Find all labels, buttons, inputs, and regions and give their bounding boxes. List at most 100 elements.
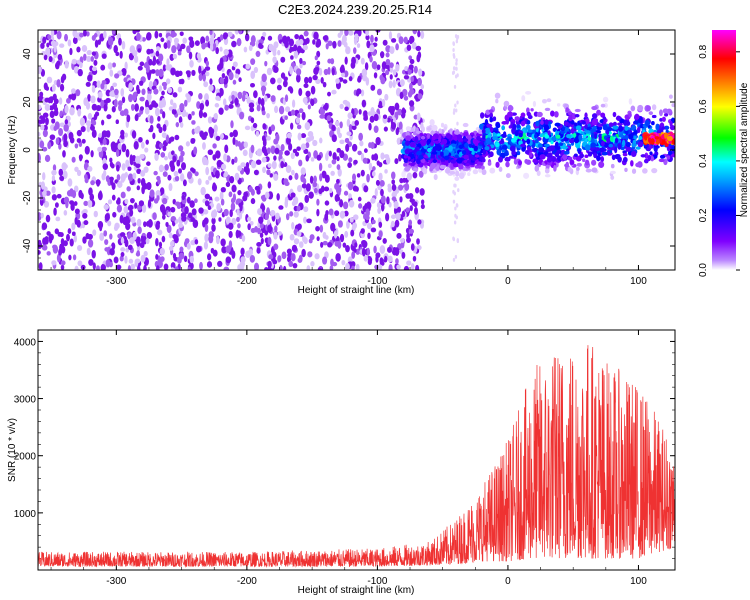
heatmap-cell — [70, 88, 76, 94]
heatmap-cell — [268, 43, 274, 52]
heatmap-cell — [471, 157, 477, 161]
heatmap-cell — [316, 208, 320, 217]
heatmap-cell — [324, 251, 329, 259]
heatmap-cell — [637, 104, 644, 112]
heatmap-cell — [205, 35, 210, 42]
heatmap-cell — [298, 241, 304, 248]
heatmap-cell — [289, 233, 295, 241]
heatmap-cell — [381, 98, 386, 108]
heatmap-cell — [100, 264, 106, 270]
heatmap-cell — [144, 99, 149, 109]
heatmap-cell — [254, 262, 260, 270]
heatmap-cell — [410, 263, 415, 270]
heatmap-cell — [257, 97, 262, 105]
heatmap-cell — [515, 116, 520, 122]
heatmap-cell — [325, 210, 329, 216]
heatmap-cell — [155, 69, 160, 77]
heatmap-cell — [305, 137, 312, 143]
heatmap-cell — [270, 145, 276, 155]
heatmap-cell — [407, 91, 413, 98]
heatmap-cell — [606, 137, 611, 144]
heatmap-cell — [199, 261, 203, 270]
heatmap-cell — [249, 254, 256, 263]
heatmap-cell — [298, 159, 303, 167]
heatmap-cell — [162, 214, 166, 220]
heatmap-cell — [361, 99, 367, 108]
heatmap-cell — [236, 38, 242, 47]
heatmap-cell — [410, 243, 415, 251]
heatmap-cell — [375, 30, 381, 33]
heatmap-cell — [454, 254, 458, 259]
heatmap-cell — [455, 58, 458, 63]
heatmap-cell — [495, 142, 500, 147]
spectrogram-y-tick-label: -20 — [22, 190, 33, 205]
heatmap-cell — [154, 30, 159, 39]
heatmap-cell — [202, 73, 206, 82]
heatmap-cell — [132, 92, 137, 102]
heatmap-cell — [190, 262, 194, 270]
spectrogram-x-tick-label: 100 — [630, 276, 647, 287]
heatmap-cell — [181, 215, 187, 222]
heatmap-cell — [534, 138, 539, 144]
heatmap-cell — [427, 147, 432, 153]
heatmap-cell — [336, 164, 341, 171]
heatmap-cell — [455, 108, 458, 113]
heatmap-cell — [495, 161, 500, 168]
heatmap-cell — [563, 150, 570, 155]
heatmap-cell — [368, 162, 373, 171]
heatmap-cell — [453, 84, 457, 89]
heatmap-cell — [256, 247, 261, 254]
heatmap-cell — [113, 98, 118, 108]
heatmap-cell — [326, 115, 332, 122]
heatmap-cell — [220, 187, 226, 193]
heatmap-cell — [345, 143, 350, 152]
heatmap-cell — [443, 149, 449, 156]
heatmap-cell — [267, 236, 272, 246]
heatmap-cell — [58, 127, 64, 137]
heatmap-cell — [372, 166, 376, 171]
heatmap-cell — [102, 30, 107, 39]
heatmap-cell — [248, 186, 253, 193]
heatmap-cell — [223, 135, 229, 140]
heatmap-cell — [280, 161, 285, 169]
heatmap-cell — [373, 153, 379, 161]
heatmap-cell — [74, 265, 79, 270]
heatmap-cell — [576, 166, 580, 171]
heatmap-cell — [299, 57, 303, 64]
heatmap-cell — [465, 163, 471, 167]
heatmap-cell — [207, 253, 212, 261]
heatmap-cell — [182, 37, 187, 44]
heatmap-cell — [194, 40, 200, 46]
heatmap-cell — [163, 42, 168, 49]
heatmap-cell — [228, 230, 233, 239]
heatmap-cell — [290, 152, 295, 160]
heatmap-cell — [333, 230, 338, 239]
heatmap-cell — [179, 121, 184, 128]
heatmap-cell — [85, 81, 91, 87]
heatmap-cell — [215, 95, 221, 101]
heatmap-cell — [370, 107, 375, 115]
heatmap-cell — [520, 143, 526, 148]
heatmap-cell — [250, 70, 256, 80]
heatmap-cell — [155, 222, 160, 230]
heatmap-cell — [389, 62, 394, 68]
heatmap-cell — [354, 33, 359, 39]
heatmap-cell — [105, 97, 111, 104]
heatmap-cell — [232, 79, 237, 85]
heatmap-cell — [303, 148, 309, 155]
heatmap-cell — [85, 120, 92, 127]
heatmap-cell — [467, 172, 471, 177]
heatmap-cell — [69, 107, 75, 116]
heatmap-cell — [237, 190, 242, 196]
heatmap-cell — [161, 235, 166, 243]
heatmap-cell — [223, 208, 229, 217]
heatmap-cell — [143, 250, 148, 257]
heatmap-cell — [191, 120, 196, 125]
heatmap-cell — [284, 94, 289, 103]
heatmap-cell — [514, 130, 519, 137]
heatmap-cell — [540, 120, 544, 125]
heatmap-cell — [348, 76, 353, 82]
heatmap-cell — [178, 70, 183, 77]
heatmap-cell — [273, 155, 277, 161]
